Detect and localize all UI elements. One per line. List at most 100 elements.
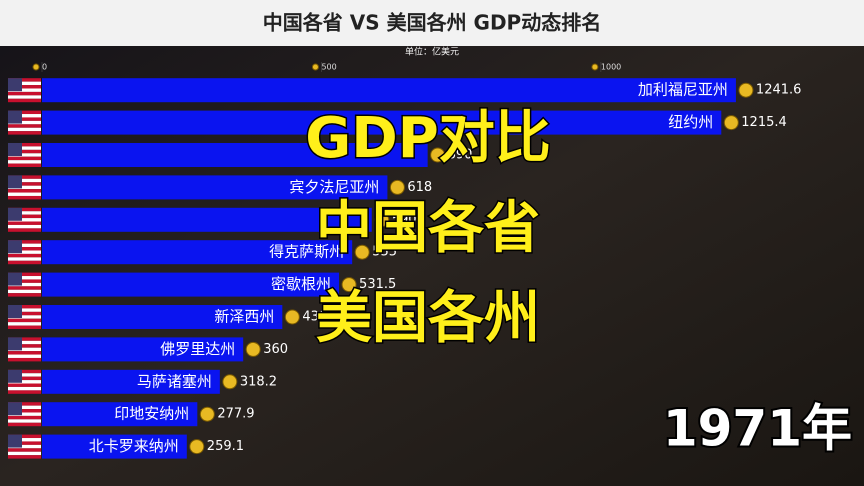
bar: [42, 175, 388, 200]
flag-stripe: [8, 441, 41, 445]
x-tick-label: 500: [321, 63, 336, 72]
flag-canton: [8, 369, 22, 383]
bar: [42, 305, 283, 329]
flag-stripe: [8, 156, 41, 161]
flag-canton: [8, 143, 22, 156]
flag-stripe: [8, 337, 41, 341]
value-label: 618: [407, 180, 432, 195]
value-label: 360: [263, 342, 288, 357]
flag-stripe: [8, 357, 41, 362]
flag-canton: [8, 175, 22, 189]
coin-icon: [738, 82, 754, 98]
value-label: 1215.4: [741, 115, 787, 130]
flag-stripe: [8, 354, 41, 358]
bar: [42, 337, 244, 362]
flag-stripe: [8, 386, 41, 391]
flag-stripe: [8, 214, 41, 219]
flag-stripe: [8, 160, 41, 164]
flag-stripe: [8, 347, 41, 352]
flag-stripe: [8, 279, 41, 283]
bar: [42, 78, 736, 103]
value-label: 555: [372, 245, 397, 260]
chart-title: 中国各省 VS 美国各州 GDP动态排名: [263, 11, 601, 35]
value-label: 1241.6: [756, 83, 802, 98]
bar: [42, 402, 198, 427]
flag-stripe: [8, 438, 41, 442]
flag-stripe: [8, 455, 41, 459]
flag-stripe: [8, 373, 41, 377]
flag-stripe: [8, 153, 41, 157]
flag-stripe: [8, 383, 41, 387]
flag-stripe: [8, 91, 41, 96]
flag-stripe: [8, 276, 41, 280]
flag-stripe: [8, 85, 41, 89]
flag-stripe: [8, 380, 41, 384]
flag-stripe: [8, 98, 41, 103]
coin-icon: [389, 179, 405, 195]
coin-icon: [591, 63, 599, 71]
flag-canton: [8, 402, 22, 416]
flag-stripe: [8, 250, 41, 254]
flag-stripe: [8, 311, 41, 316]
year-label: 1971年: [663, 400, 852, 458]
category-label: 马萨诸塞州: [137, 372, 212, 390]
category-label: 得克萨斯州: [269, 243, 344, 261]
flag-stripe: [8, 351, 41, 355]
value-label: 531.5: [359, 277, 396, 292]
flag-stripe: [8, 221, 41, 225]
flag-canton: [8, 272, 22, 286]
flag-stripe: [8, 88, 41, 92]
flag-stripe: [8, 185, 41, 190]
category-label: 密歇根州: [271, 275, 331, 293]
bar: [42, 369, 220, 394]
flag-stripe: [8, 409, 41, 413]
coin-icon: [189, 439, 205, 455]
flag-stripe: [8, 228, 41, 232]
flag-stripe: [8, 211, 41, 215]
flag-stripe: [8, 444, 41, 449]
coin-icon: [222, 374, 238, 390]
bar: [42, 434, 187, 459]
flag-stripe: [8, 412, 41, 416]
bar: [42, 272, 340, 297]
flag-stripe: [8, 325, 41, 329]
bar: [42, 240, 353, 265]
flag-canton: [8, 337, 22, 351]
flag-stripe: [8, 282, 41, 287]
flag-stripe: [8, 260, 41, 265]
flag-stripe: [8, 422, 41, 427]
value-label: 277.9: [217, 407, 254, 422]
flag-stripe: [8, 289, 41, 294]
flag-stripe: [8, 178, 41, 183]
flag-stripe: [8, 405, 41, 410]
flag-stripe: [8, 369, 41, 374]
flag-stripe: [8, 305, 41, 309]
flag-stripe: [8, 95, 41, 99]
value-label: 590: [392, 212, 417, 227]
flag-stripe: [8, 114, 41, 118]
flag-stripe: [8, 322, 41, 326]
flag-stripe: [8, 127, 41, 132]
flag-stripe: [8, 195, 41, 200]
flag-stripe: [8, 243, 41, 248]
category-label: 北卡罗来纳州: [89, 437, 179, 455]
bar: [42, 143, 428, 167]
flag-stripe: [8, 218, 41, 222]
bar: [42, 207, 372, 232]
overlay-text: 中国各省: [316, 196, 540, 261]
flag-stripe: [8, 240, 41, 244]
flag-stripe: [8, 419, 41, 423]
coin-icon: [354, 244, 370, 260]
coin-icon: [245, 341, 261, 357]
flag-stripe: [8, 308, 41, 312]
category-label: 新泽西州: [214, 308, 274, 326]
flag-canton: [8, 78, 22, 92]
flag-canton: [8, 110, 22, 124]
coin-icon: [284, 309, 300, 325]
flag-canton: [8, 207, 22, 221]
flag-stripe: [8, 146, 41, 150]
flag-canton: [8, 240, 22, 254]
flag-canton: [8, 434, 22, 448]
overlay-text: GDP对比: [305, 106, 551, 171]
x-tick-label: 0: [42, 63, 47, 72]
